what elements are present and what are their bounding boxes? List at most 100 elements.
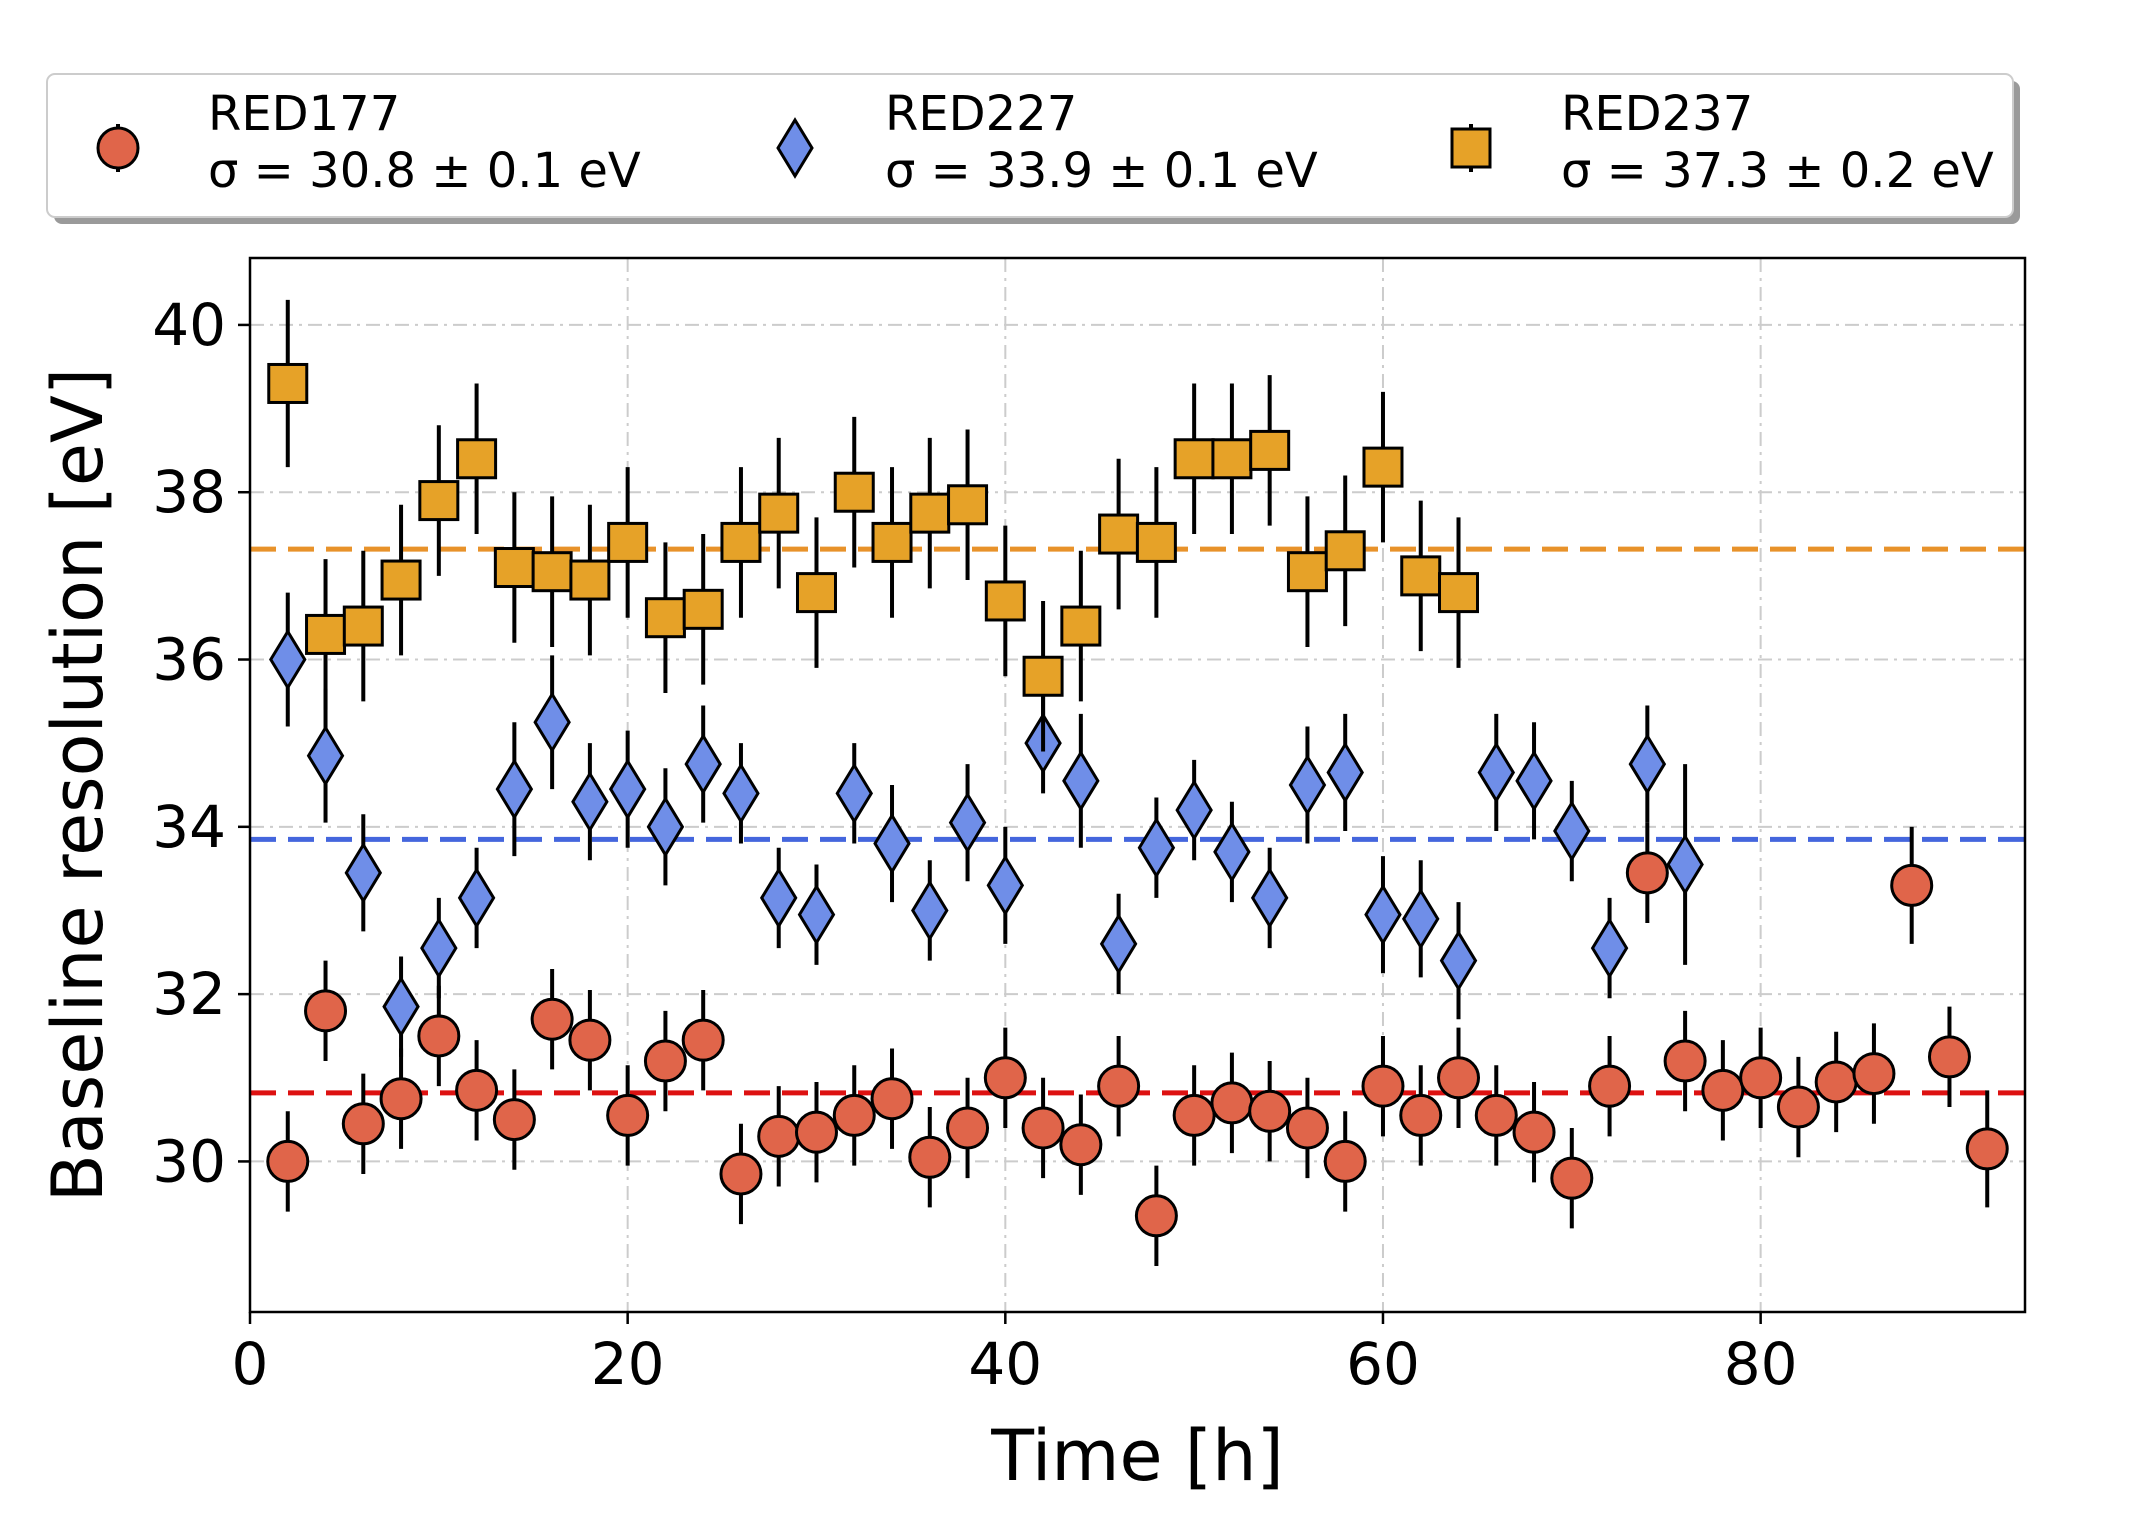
data-point: [911, 879, 949, 942]
data-point: [418, 480, 460, 522]
data-point: [1326, 741, 1364, 804]
data-point: [1701, 1068, 1745, 1112]
data-point: [1250, 867, 1289, 929]
data-point: [1097, 1064, 1141, 1108]
data-point: [873, 812, 911, 875]
data-point: [1439, 929, 1478, 992]
data-point: [1625, 851, 1669, 895]
x-tick-label: 40: [968, 1330, 1042, 1398]
data-point: [1210, 1081, 1254, 1125]
x-tick-label: 0: [232, 1330, 269, 1398]
data-point: [1249, 429, 1291, 471]
data-point: [568, 1018, 612, 1062]
data-point: [493, 547, 535, 589]
legend-series-name: RED237: [1561, 86, 1753, 142]
data-point: [379, 1077, 423, 1121]
data-point: [797, 883, 836, 946]
data-point: [1438, 572, 1480, 614]
data-point: [646, 795, 685, 858]
data-point: [984, 580, 1026, 622]
data-point: [607, 521, 649, 563]
data-point: [947, 484, 989, 526]
legend-marker-square: [1450, 127, 1492, 169]
data-point: [1364, 883, 1402, 946]
data-point: [1401, 887, 1440, 950]
y-tick-label: 34: [152, 793, 226, 861]
data-point: [1211, 438, 1253, 480]
data-point: [1286, 551, 1328, 593]
data-point: [341, 1102, 385, 1146]
data-point: [870, 1077, 914, 1121]
data-point: [1437, 1056, 1481, 1100]
data-point: [644, 597, 686, 639]
plot-area-frame: [248, 256, 2027, 1314]
legend-series-name: RED177: [208, 86, 400, 142]
y-tick-label: 32: [152, 960, 226, 1028]
data-point: [457, 867, 496, 929]
data-point: [495, 758, 534, 821]
data-point: [1515, 749, 1553, 812]
data-point: [1550, 1156, 1594, 1200]
data-point: [1400, 555, 1442, 597]
data-point: [795, 572, 837, 614]
series-red177: [266, 822, 2009, 1266]
data-point: [1739, 1056, 1783, 1100]
data-point: [420, 917, 458, 980]
x-tick-label: 80: [1724, 1330, 1798, 1398]
data-point: [1173, 438, 1215, 480]
data-point: [643, 1039, 687, 1083]
y-tick-label: 36: [152, 626, 226, 694]
data-point: [1666, 833, 1704, 896]
data-point: [1965, 1127, 2009, 1171]
legend-box: [46, 73, 2014, 218]
data-point: [1588, 1064, 1632, 1108]
data-point: [833, 471, 875, 513]
data-point: [909, 492, 951, 534]
data-point: [1135, 521, 1177, 563]
data-point: [1852, 1052, 1896, 1096]
data-point: [571, 770, 609, 833]
data-point: [269, 628, 307, 691]
data-point: [1323, 1139, 1367, 1183]
legend-marker-circle: [96, 126, 140, 170]
data-point: [719, 1152, 763, 1196]
data-point: [492, 1098, 536, 1142]
data-point: [1172, 1093, 1216, 1137]
y-axis-title: Baseline resolution [eV]: [37, 368, 119, 1202]
data-point: [266, 1139, 310, 1183]
data-point: [871, 521, 913, 563]
data-point: [1175, 779, 1213, 841]
data-point: [1814, 1060, 1858, 1104]
data-point: [606, 1093, 650, 1137]
data-point: [608, 758, 647, 821]
data-point: [304, 989, 348, 1033]
axis-ticks: 0 20 40 60 80 30 32 34 36 38 40: [152, 291, 1797, 1398]
data-point: [1285, 1106, 1329, 1150]
data-point: [1890, 863, 1934, 907]
legend-sigma: σ = 30.8 ± 0.1 eV: [208, 143, 641, 199]
data-point: [1062, 749, 1100, 812]
data-point: [948, 791, 987, 854]
data-point: [530, 997, 574, 1041]
data-point: [306, 724, 345, 787]
data-point: [342, 605, 384, 647]
data-point: [1324, 530, 1366, 572]
legend-series-name: RED227: [885, 86, 1077, 142]
data-point: [1362, 446, 1404, 488]
data-point: [1099, 913, 1138, 975]
data-point: [1134, 1194, 1178, 1238]
data-point: [531, 551, 573, 593]
data-point: [1776, 1085, 1820, 1129]
data-point: [1137, 816, 1176, 879]
data-point: [1288, 754, 1327, 816]
data-point: [1628, 733, 1667, 795]
data-point: [533, 691, 571, 754]
data-point: [417, 1014, 461, 1058]
data-point: [380, 559, 422, 601]
data-point: [720, 521, 762, 563]
x-tick-label: 60: [1346, 1330, 1420, 1398]
data-point: [986, 854, 1025, 917]
